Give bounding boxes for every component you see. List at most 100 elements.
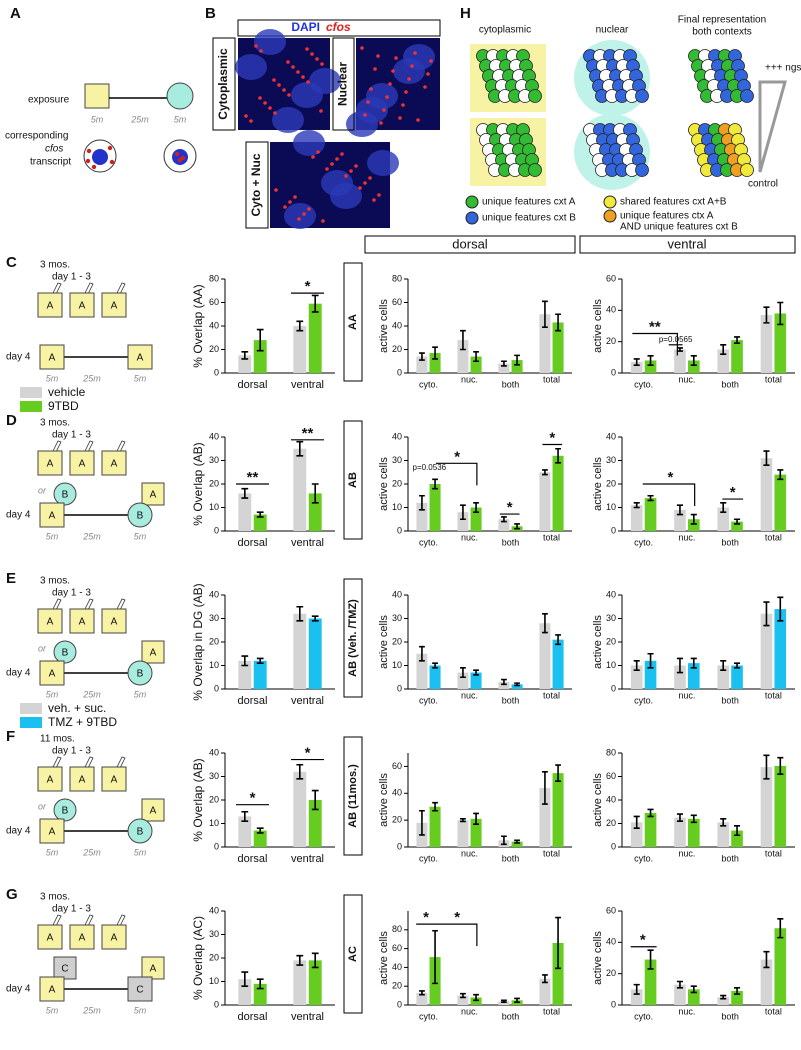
y-tick-label: 0 bbox=[611, 367, 616, 377]
context-circle bbox=[127, 818, 153, 844]
y-axis-label: active cells bbox=[592, 457, 604, 511]
context-circle bbox=[53, 798, 77, 822]
y-tick-label: 40 bbox=[392, 320, 402, 330]
context-box bbox=[127, 976, 153, 1002]
panel-label: F bbox=[6, 728, 15, 745]
y-tick-label: 0 bbox=[214, 683, 219, 693]
frame bbox=[343, 736, 363, 856]
y-tick-label: 0 bbox=[397, 683, 402, 693]
annotation: * bbox=[549, 429, 555, 446]
bar bbox=[552, 942, 564, 1005]
x-tick-label: total bbox=[543, 1006, 560, 1016]
y-axis-label: active cells bbox=[592, 615, 604, 669]
error-bar bbox=[647, 949, 654, 970]
error-bar bbox=[311, 789, 319, 811]
y-tick-label: 30 bbox=[209, 929, 219, 939]
error-bar bbox=[542, 613, 548, 634]
cfos-dot bbox=[330, 162, 334, 166]
x-tick-label: ventral bbox=[291, 695, 324, 707]
bar bbox=[644, 360, 657, 373]
cfos-dot bbox=[319, 109, 323, 113]
context-box bbox=[101, 292, 127, 318]
y-tick-label: 80 bbox=[209, 273, 219, 283]
annotation: ** bbox=[302, 425, 314, 442]
label: 11 mos. bbox=[40, 734, 75, 745]
context-label: AB bbox=[347, 472, 359, 488]
panel-label: B bbox=[205, 5, 216, 22]
y-tick-label: 0 bbox=[611, 525, 616, 535]
annotation: * bbox=[305, 278, 311, 295]
label: day 4 bbox=[6, 826, 31, 837]
cfos-dot bbox=[174, 151, 180, 157]
context-letter: A bbox=[49, 669, 56, 680]
cfos-dot bbox=[340, 152, 344, 156]
y-tick-label: 40 bbox=[209, 589, 219, 599]
x-tick-label: total bbox=[543, 848, 560, 858]
bar bbox=[687, 360, 700, 373]
feature bbox=[740, 163, 754, 177]
x-tick-label: cyto. bbox=[419, 379, 438, 389]
y-tick-label: 20 bbox=[606, 818, 616, 828]
context-label: AB (11mos.) bbox=[347, 764, 359, 828]
y-axis-label: active cells bbox=[378, 615, 390, 669]
error-bar bbox=[720, 660, 727, 671]
cfos-dot bbox=[401, 103, 405, 107]
nucleus bbox=[393, 58, 425, 84]
x-tick-label: nuc. bbox=[461, 690, 478, 700]
y-axis-label: % Overlap (AB) bbox=[191, 758, 205, 841]
error-bar bbox=[633, 815, 640, 829]
error-bar bbox=[555, 764, 561, 782]
y-tick-label: 30 bbox=[209, 455, 219, 465]
context-letter: A bbox=[49, 353, 56, 364]
significance-bracket bbox=[437, 923, 478, 947]
label: DAPI bbox=[291, 20, 320, 34]
error-bar bbox=[555, 447, 561, 464]
bar bbox=[731, 830, 743, 847]
x-tick-label: dorsal bbox=[238, 537, 268, 549]
x-tick-label: nuc. bbox=[678, 374, 695, 384]
y-axis-label: active cells bbox=[378, 931, 390, 985]
error-bar bbox=[432, 929, 438, 985]
label: 25m bbox=[82, 1005, 101, 1015]
label: unique features ctx A bbox=[620, 211, 714, 222]
y-tick-label: 30 bbox=[606, 455, 616, 465]
x-tick-label: cyto. bbox=[419, 695, 438, 705]
error-bar bbox=[676, 657, 683, 674]
cfos-dot bbox=[410, 64, 414, 68]
x-tick-label: total bbox=[765, 1006, 782, 1016]
feature bbox=[635, 89, 649, 103]
feature bbox=[528, 89, 542, 103]
bar bbox=[687, 818, 700, 847]
x-tick-label: total bbox=[765, 690, 782, 700]
cfos-dot bbox=[404, 90, 408, 94]
cfos-dot bbox=[315, 57, 319, 61]
label: day 4 bbox=[6, 352, 31, 363]
error-bar bbox=[432, 478, 438, 490]
bar bbox=[717, 665, 730, 689]
bar bbox=[552, 455, 564, 531]
y-axis-label: % Overlap (AB) bbox=[191, 442, 205, 525]
error-bar bbox=[296, 954, 304, 966]
label: +++ ngs bbox=[765, 63, 801, 74]
label: unique features cxt B bbox=[482, 213, 576, 224]
label: day 4 bbox=[6, 510, 31, 521]
cfos-dot bbox=[429, 59, 433, 63]
y-tick-label: 80 bbox=[606, 747, 616, 757]
error-bar bbox=[676, 980, 683, 989]
bar bbox=[731, 665, 743, 689]
context-letter: A bbox=[150, 806, 157, 817]
legend-swatch bbox=[603, 209, 617, 223]
y-tick-label: 0 bbox=[214, 999, 219, 1009]
legend-label: 9TBD bbox=[48, 399, 79, 413]
bar bbox=[429, 484, 441, 531]
y-tick-label: 20 bbox=[392, 981, 402, 991]
context-label: AB (Veh. /TMZ) bbox=[347, 599, 359, 677]
error-bar bbox=[432, 346, 438, 360]
x-tick-label: dorsal bbox=[238, 853, 268, 865]
cfos-dot bbox=[177, 157, 183, 163]
legend-swatch bbox=[20, 387, 42, 398]
error-bar bbox=[241, 655, 249, 667]
x-tick-label: both bbox=[502, 379, 520, 389]
cfos-dot bbox=[109, 159, 115, 165]
cfos-dot bbox=[268, 106, 272, 110]
